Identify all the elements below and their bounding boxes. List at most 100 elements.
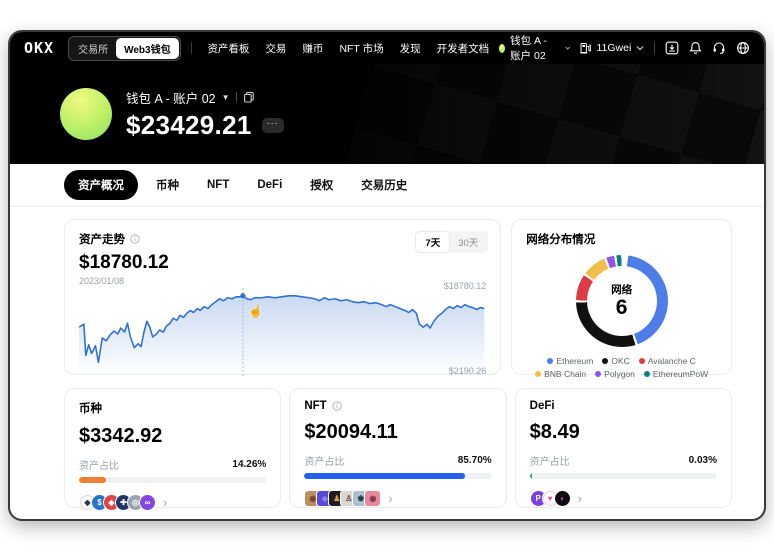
wallet-avatar — [60, 88, 112, 140]
nft-card-title: NFT — [304, 400, 327, 412]
chart-min-label: $2190.26 — [448, 366, 487, 376]
nav-item-nft-market[interactable]: NFT 市场 — [339, 42, 384, 55]
more-actions-button[interactable]: ··· — [261, 117, 284, 133]
nft-value: $20094.11 — [304, 421, 398, 443]
nft-percent: 85.70% — [457, 455, 492, 466]
network-distribution-card: 网络分布情况 网络 6 Ethereum OKC Avalanche C BNB Ch… — [511, 219, 732, 379]
wallet-account-label: 钱包 A - 账户 02 — [510, 35, 547, 62]
download-app-button[interactable] — [665, 39, 679, 57]
range-30d-button[interactable]: 30天 — [458, 238, 479, 249]
polygon-coin-icon: ∞ — [139, 494, 156, 511]
hero-fade-overlay — [10, 64, 764, 164]
exchange-wallet-toggle[interactable]: 交易所 Web3钱包 — [68, 35, 181, 61]
trend-current-value: $18780.12 — [79, 252, 169, 273]
tab-nft[interactable]: NFT — [207, 179, 230, 191]
network-donut-chart[interactable]: 网络 6 — [575, 255, 668, 347]
mouse-cursor-icon: ☝ — [248, 304, 263, 318]
nav-item-discover[interactable]: 发现 — [399, 42, 421, 55]
chevron-right-icon[interactable]: › — [163, 495, 168, 510]
defi-value: $8.49 — [529, 421, 580, 443]
chevron-right-icon[interactable]: › — [388, 491, 393, 506]
legend-item-bnb-chain: BNB Chain — [535, 369, 586, 379]
caret-down-icon[interactable]: ▼ — [221, 92, 230, 102]
nft-thumb-pink: ◉ — [364, 490, 382, 507]
globe-icon — [737, 42, 749, 54]
coins-summary-card[interactable]: 币种 $3342.92 资产占比 14.26% ◆ $ ◈ ✚ ◎ ∞ › — [64, 388, 282, 511]
legend-dot-icon — [595, 371, 602, 377]
legend-item-ethereum: Ethereum — [547, 356, 593, 366]
defi-card-title: DeFi — [529, 400, 555, 412]
defi-progress-track — [529, 473, 717, 479]
support-button[interactable] — [712, 39, 726, 57]
nft-summary-card[interactable]: NFT $20094.11 资产占比 85.70% ◉ ◈ ♟ ♙ ♚ ◉ › — [289, 388, 507, 508]
tab-coins[interactable]: 币种 — [156, 180, 179, 192]
coins-progress-track — [79, 477, 267, 483]
trend-card-title: 资产走势 — [79, 234, 125, 246]
coins-card-title: 币种 — [79, 403, 102, 415]
total-balance: $23429.21 — [126, 109, 252, 140]
wallet-account-selector[interactable]: 钱包 A - 账户 02 — [499, 33, 571, 63]
nav-menu: 资产看板 交易 赚币 NFT 市场 发现 开发者文档 — [207, 41, 489, 56]
donut-center: 网络 6 — [586, 266, 657, 336]
navbar-divider — [654, 42, 655, 54]
toggle-web3-wallet[interactable]: Web3钱包 — [116, 37, 179, 59]
tab-approvals[interactable]: 授权 — [310, 180, 334, 192]
defi-summary-card[interactable]: DeFi $8.49 资产占比 0.03% P ♥ ◗ › — [514, 388, 732, 508]
nav-item-earn[interactable]: 赚币 — [302, 42, 324, 55]
tab-defi[interactable]: DeFi — [257, 179, 283, 191]
nav-item-assets-board[interactable]: 资产看板 — [207, 42, 250, 55]
chart-line — [79, 295, 485, 364]
defi-protocol-icons-group: P ♥ ◗ — [529, 490, 571, 507]
chart-area-fill — [79, 295, 485, 376]
wallet-avatar-dot — [499, 43, 506, 53]
coins-percent: 14.26% — [232, 459, 267, 470]
chevron-down-icon — [565, 46, 571, 50]
wallet-name: 钱包 A - 账户 02 — [126, 91, 216, 106]
toggle-exchange[interactable]: 交易所 — [78, 44, 109, 56]
language-button[interactable] — [736, 39, 750, 57]
chevron-right-icon[interactable]: › — [577, 491, 582, 506]
download-icon — [665, 41, 679, 55]
bell-icon — [689, 42, 702, 54]
nft-thumbnails-group: ◉ ◈ ♟ ♙ ♚ ◉ — [304, 490, 382, 507]
navbar-right: 钱包 A - 账户 02 11Gwei — [499, 33, 750, 63]
ratio-label: 资产占比 — [529, 457, 570, 468]
gas-price-selector[interactable]: 11Gwei — [580, 42, 644, 54]
ratio-label: 资产占比 — [304, 457, 345, 468]
navbar-divider — [190, 42, 192, 54]
notifications-button[interactable] — [689, 39, 702, 57]
chart-max-label: $18780.12 — [443, 281, 487, 291]
nft-progress-fill — [304, 473, 465, 479]
asset-trend-card: 资产走势 7天 30天 $18780.12 2023/01/08 — [64, 219, 502, 376]
tab-asset-overview[interactable]: 资产概况 — [64, 170, 138, 200]
gas-pump-icon — [580, 43, 592, 54]
chevron-down-icon — [636, 46, 644, 51]
app-window: OKX 交易所 Web3钱包 资产看板 交易 赚币 NFT 市场 发现 开发者文… — [8, 30, 766, 521]
network-legend: Ethereum OKC Avalanche C BNB Chain Polygon Et… — [526, 356, 717, 379]
headset-icon — [713, 42, 725, 54]
trend-current-date: 2023/01/08 — [79, 276, 125, 286]
tab-history[interactable]: 交易历史 — [361, 180, 408, 192]
chart-marker-dot — [240, 293, 246, 299]
info-icon[interactable] — [130, 234, 140, 244]
range-toggle: 7天 30天 — [415, 231, 489, 253]
info-icon[interactable] — [331, 401, 342, 411]
ratio-label: 资产占比 — [79, 461, 119, 472]
legend-dot-icon — [638, 358, 645, 364]
line-chart-svg — [79, 288, 485, 376]
okx-logo: OKX — [24, 39, 55, 57]
donut-center-value: 6 — [615, 296, 628, 320]
nft-progress-track — [304, 473, 492, 479]
nav-item-trade[interactable]: 交易 — [265, 42, 287, 55]
copy-address-icon[interactable] — [243, 91, 255, 103]
defi-percent: 0.03% — [688, 455, 717, 466]
asset-trend-chart[interactable]: $18780.12 $2190.26 ☝ — [79, 281, 487, 376]
network-card-title: 网络分布情况 — [526, 234, 596, 246]
range-7d-button[interactable]: 7天 — [416, 232, 450, 252]
legend-dot-icon — [602, 358, 609, 364]
donut-center-label: 网络 — [611, 284, 633, 297]
defi-progress-fill — [529, 473, 532, 479]
coins-progress-fill — [79, 477, 106, 483]
nav-item-dev-docs[interactable]: 开发者文档 — [436, 42, 490, 55]
legend-dot-icon — [547, 358, 554, 364]
